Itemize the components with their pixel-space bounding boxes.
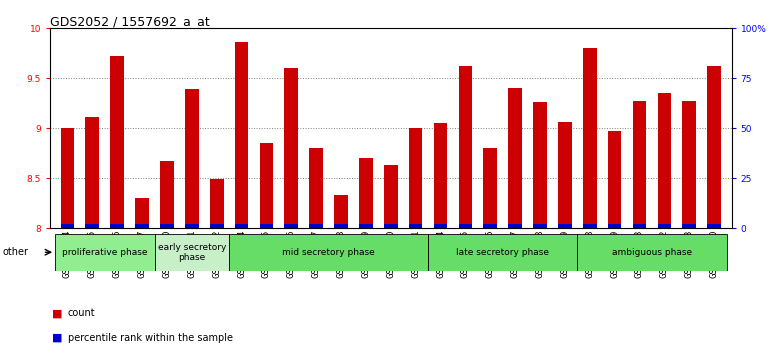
Bar	[583, 224, 597, 228]
Bar	[259, 224, 273, 228]
Bar	[61, 129, 74, 228]
Text: ambiguous phase: ambiguous phase	[612, 248, 692, 257]
Bar	[633, 101, 646, 228]
Bar	[136, 198, 149, 228]
Bar	[533, 102, 547, 228]
Bar	[608, 224, 621, 228]
Bar	[508, 88, 522, 228]
Bar	[409, 224, 423, 228]
Bar	[484, 224, 497, 228]
Bar	[484, 148, 497, 228]
Bar	[210, 224, 223, 228]
Bar	[558, 122, 571, 228]
Bar	[136, 224, 149, 228]
Bar	[409, 129, 423, 228]
Bar	[235, 224, 249, 228]
Bar	[708, 224, 721, 228]
Bar	[459, 66, 472, 228]
Bar	[533, 224, 547, 228]
Bar	[428, 234, 578, 271]
Bar	[384, 224, 397, 228]
Bar	[508, 224, 522, 228]
Bar	[578, 234, 727, 271]
Bar	[185, 89, 199, 228]
Bar	[160, 161, 174, 228]
Text: GDS2052 / 1557692_a_at: GDS2052 / 1557692_a_at	[50, 15, 209, 28]
Text: ■: ■	[52, 308, 63, 318]
Bar	[334, 224, 348, 228]
Bar	[284, 224, 298, 228]
Bar	[682, 224, 696, 228]
Bar	[160, 224, 174, 228]
Bar	[682, 101, 696, 228]
Bar	[310, 148, 323, 228]
Bar	[284, 68, 298, 228]
Bar	[55, 234, 155, 271]
Bar	[658, 93, 671, 228]
Text: late secretory phase: late secretory phase	[456, 248, 549, 257]
Bar	[110, 56, 124, 228]
Bar	[85, 224, 99, 228]
Bar	[708, 66, 721, 228]
Bar	[334, 195, 348, 228]
Text: count: count	[68, 308, 95, 318]
Text: early secretory
phase: early secretory phase	[158, 242, 226, 262]
Text: proliferative phase: proliferative phase	[62, 248, 148, 257]
Bar	[633, 224, 646, 228]
Bar	[434, 224, 447, 228]
Text: percentile rank within the sample: percentile rank within the sample	[68, 333, 233, 343]
Bar	[185, 224, 199, 228]
Bar	[359, 158, 373, 228]
Bar	[384, 165, 397, 228]
Text: ■: ■	[52, 333, 63, 343]
Bar	[459, 224, 472, 228]
Bar	[359, 224, 373, 228]
Bar	[235, 42, 249, 228]
Bar	[155, 234, 229, 271]
Bar	[229, 234, 428, 271]
Text: other: other	[2, 247, 28, 257]
Bar	[210, 179, 223, 228]
Bar	[658, 224, 671, 228]
Bar	[558, 224, 571, 228]
Bar	[310, 224, 323, 228]
Bar	[110, 224, 124, 228]
Bar	[583, 48, 597, 228]
Bar	[434, 123, 447, 228]
Bar	[608, 131, 621, 228]
Bar	[259, 143, 273, 228]
Bar	[85, 117, 99, 228]
Text: mid secretory phase: mid secretory phase	[283, 248, 375, 257]
Bar	[61, 224, 74, 228]
